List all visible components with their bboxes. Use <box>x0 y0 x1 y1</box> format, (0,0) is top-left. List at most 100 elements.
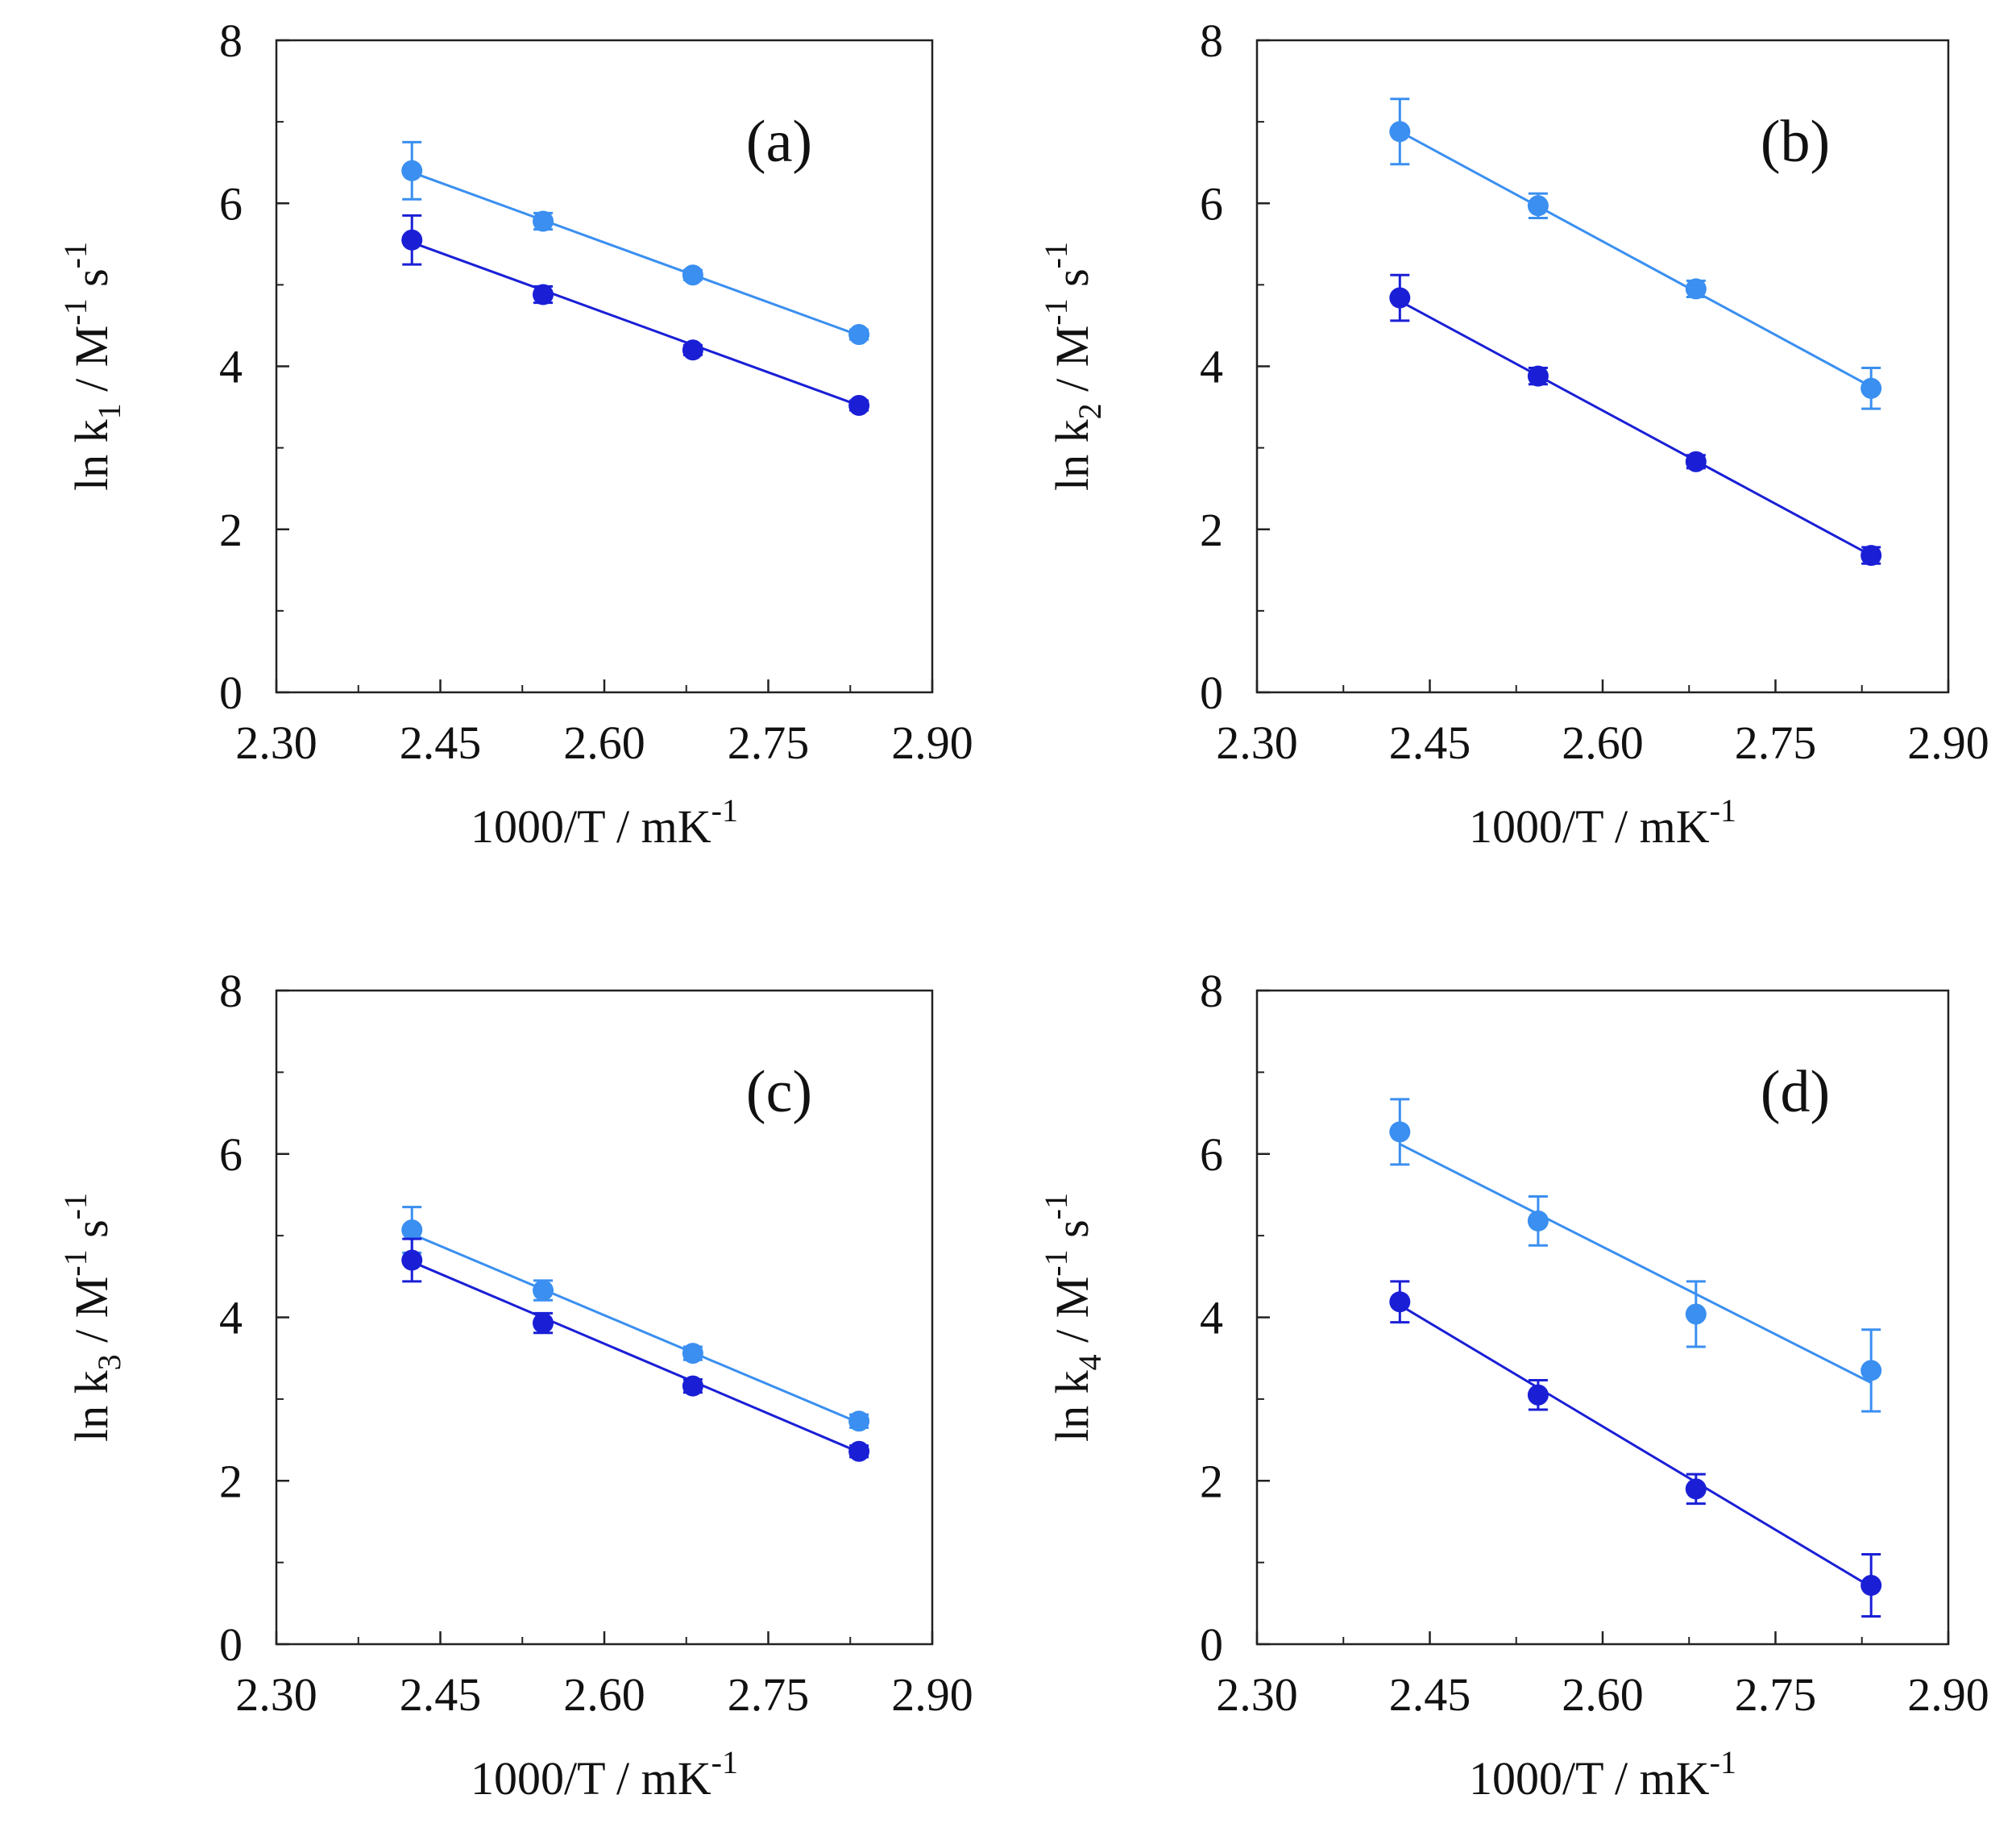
data-point <box>1860 1575 1882 1597</box>
series-lower <box>401 214 870 417</box>
y-tick-label: 6 <box>1200 177 1223 230</box>
y-tick-label: 2 <box>219 504 243 556</box>
data-point <box>1685 278 1707 300</box>
data-point <box>533 1280 554 1302</box>
x-tick-label: 2.60 <box>563 717 645 769</box>
panel-3: 0 2 4 6 8 2.30 2.45 2.60 2.75 2.90 1000/T / mK-1 ln… <box>1038 965 1989 1805</box>
series-lower <box>401 1237 870 1462</box>
y-tick-label: 2 <box>219 1455 243 1507</box>
y-tick-label: 6 <box>219 177 243 230</box>
y-tick-label: 8 <box>1200 15 1223 67</box>
fit-line <box>411 1261 860 1454</box>
plot-frame <box>1255 39 1950 694</box>
panel-0: 0 2 4 6 8 2.30 2.45 2.60 2.75 2.90 1000/T / mK-1 ln… <box>57 15 973 853</box>
data-point <box>1860 377 1882 399</box>
data-point <box>682 1343 703 1365</box>
panel-1: 0 2 4 6 8 2.30 2.45 2.60 2.75 2.90 1000/T / mK-1 ln… <box>1038 15 1989 853</box>
data-point <box>1527 195 1549 217</box>
data-point <box>1685 451 1707 472</box>
x-tick-label: 2.30 <box>235 717 317 769</box>
y-tick-label: 6 <box>1200 1128 1223 1181</box>
x-tick-label: 2.75 <box>1735 1668 1817 1721</box>
data-point <box>1527 365 1549 387</box>
panel-tag: (a) <box>746 109 812 175</box>
series-upper <box>401 1206 870 1432</box>
data-point <box>1389 121 1411 143</box>
data-point <box>1527 1210 1549 1232</box>
y-tick-label: 0 <box>219 667 243 719</box>
data-point <box>682 264 703 286</box>
data-point <box>1685 1478 1707 1500</box>
y-axis-title: ln k2 / M-1 s-1 <box>1038 242 1108 491</box>
x-tick-label: 2.45 <box>1389 1668 1471 1721</box>
data-point <box>1389 1291 1411 1313</box>
data-point <box>533 210 554 232</box>
x-tick-label: 2.60 <box>1562 1668 1644 1721</box>
y-tick-label: 4 <box>219 341 243 393</box>
x-axis-title: 1000/T / mK-1 <box>1469 792 1736 853</box>
y-tick-label: 0 <box>1200 667 1223 719</box>
fit-line <box>411 1232 860 1424</box>
x-tick-label: 2.30 <box>1216 717 1298 769</box>
x-tick-label: 2.45 <box>1389 717 1471 769</box>
data-point <box>1389 287 1411 309</box>
panel-tag: (c) <box>746 1059 812 1125</box>
fit-line <box>411 171 860 337</box>
data-point <box>1860 1360 1882 1381</box>
x-axis-title: 1000/T / mK-1 <box>471 792 738 853</box>
fit-line <box>1399 1304 1872 1589</box>
series-lower <box>1389 1280 1882 1618</box>
data-point <box>401 1219 423 1241</box>
data-point <box>401 1249 423 1271</box>
x-tick-label: 2.75 <box>728 717 810 769</box>
data-point <box>1685 1303 1707 1325</box>
data-point <box>401 229 423 251</box>
data-point <box>682 1375 703 1397</box>
y-tick-label: 0 <box>219 1618 243 1671</box>
data-point <box>1860 545 1882 567</box>
x-tick-label: 2.75 <box>1735 717 1817 769</box>
series-upper <box>401 140 870 346</box>
x-tick-label: 2.90 <box>891 717 973 769</box>
panel-tag: (b) <box>1761 109 1830 175</box>
panel-tag: (d) <box>1761 1059 1830 1125</box>
data-point <box>533 1312 554 1334</box>
x-tick-label: 2.75 <box>728 1668 810 1721</box>
x-tick-label: 2.60 <box>563 1668 645 1721</box>
data-point <box>848 395 870 417</box>
y-tick-label: 2 <box>1200 1455 1223 1507</box>
x-tick-label: 2.45 <box>400 1668 482 1721</box>
y-tick-label: 8 <box>1200 965 1223 1017</box>
fit-line <box>1399 1143 1872 1384</box>
plot-frame <box>275 989 934 1646</box>
x-tick-label: 2.45 <box>400 717 482 769</box>
y-tick-label: 0 <box>1200 1618 1223 1671</box>
data-point <box>848 1440 870 1462</box>
y-axis-title: ln k1 / M-1 s-1 <box>57 242 127 491</box>
y-tick-label: 4 <box>1200 1292 1223 1344</box>
x-tick-label: 2.30 <box>235 1668 317 1721</box>
y-axis-title: ln k4 / M-1 s-1 <box>1038 1193 1108 1442</box>
y-tick-label: 6 <box>219 1128 243 1181</box>
x-tick-label: 2.30 <box>1216 1668 1298 1721</box>
data-point <box>682 339 703 361</box>
x-axis-title: 1000/T / mK-1 <box>1469 1744 1736 1805</box>
y-tick-label: 4 <box>219 1292 243 1344</box>
x-tick-label: 2.90 <box>1907 717 1989 769</box>
series-upper <box>1389 1098 1882 1413</box>
x-axis-title: 1000/T / mK-1 <box>471 1744 738 1805</box>
plot-frame <box>275 39 934 694</box>
x-tick-label: 2.60 <box>1562 717 1644 769</box>
y-tick-label: 2 <box>1200 504 1223 556</box>
plot-frame <box>1255 989 1950 1646</box>
y-axis-title: ln k3 / M-1 s-1 <box>57 1193 127 1442</box>
data-point <box>401 160 423 181</box>
data-point <box>1389 1121 1411 1143</box>
series-lower <box>1389 273 1882 567</box>
y-tick-label: 4 <box>1200 341 1223 393</box>
y-tick-label: 8 <box>219 15 243 67</box>
fit-line <box>411 241 860 407</box>
data-point <box>533 284 554 305</box>
series-upper <box>1389 98 1882 410</box>
